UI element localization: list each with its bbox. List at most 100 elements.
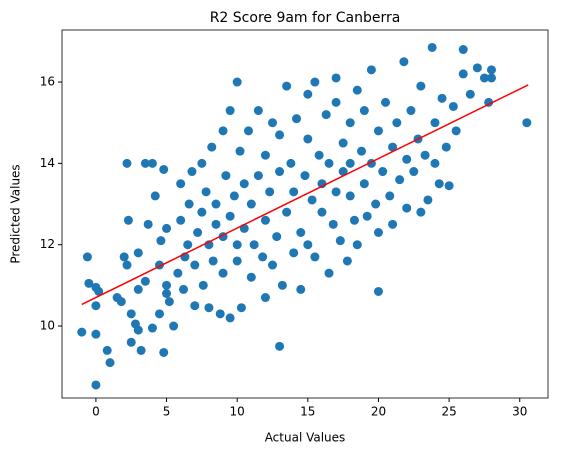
x-axis-label: Actual Values xyxy=(265,431,346,445)
scatter-point xyxy=(289,248,299,258)
scatter-point xyxy=(77,327,87,337)
scatter-point xyxy=(105,358,115,368)
scatter-point xyxy=(522,118,532,128)
scatter-point xyxy=(420,150,430,160)
scatter-point xyxy=(187,167,197,177)
scatter-point xyxy=(197,207,207,217)
scatter-point xyxy=(427,42,437,52)
scatter-point xyxy=(448,101,458,111)
scatter-point xyxy=(362,211,372,221)
scatter-point xyxy=(486,73,496,83)
scatter-point xyxy=(430,158,440,168)
scatter-point xyxy=(190,260,200,270)
scatter-point xyxy=(246,199,256,209)
scatter-point xyxy=(232,256,242,266)
scatter-point xyxy=(416,81,426,91)
scatter-point xyxy=(395,175,405,185)
scatter-point xyxy=(123,215,133,225)
scatter-point xyxy=(122,260,132,270)
scatter-point xyxy=(381,97,391,107)
scatter-point xyxy=(272,232,282,242)
scatter-point xyxy=(218,268,228,278)
scatter-point xyxy=(286,158,296,168)
scatter-point xyxy=(303,240,313,250)
scatter-point xyxy=(402,203,412,213)
scatter-point xyxy=(122,158,132,168)
scatter-point xyxy=(235,146,245,156)
scatter-point xyxy=(373,126,383,136)
scatter-point xyxy=(423,195,433,205)
scatter-point xyxy=(232,77,242,87)
scatter-point xyxy=(198,280,208,290)
scatter-point xyxy=(176,215,186,225)
scatter-point xyxy=(239,179,249,189)
scatter-point xyxy=(246,272,256,282)
scatter-point xyxy=(388,219,398,229)
scatter-point xyxy=(94,286,104,296)
scatter-point xyxy=(260,293,270,303)
scatter-point xyxy=(296,284,306,294)
scatter-point xyxy=(444,181,454,191)
scatter-point xyxy=(140,276,150,286)
scatter-point xyxy=(357,146,367,156)
scatter-point xyxy=(143,219,153,229)
scatter-point xyxy=(345,158,355,168)
x-tick-label: 30 xyxy=(512,405,527,419)
scatter-point xyxy=(434,179,444,189)
scatter-point xyxy=(300,171,310,181)
scatter-point xyxy=(225,313,235,323)
scatter-point xyxy=(232,240,242,250)
scatter-point xyxy=(162,288,172,298)
scatter-point xyxy=(296,228,306,238)
scatter-point xyxy=(253,106,263,116)
scatter-point xyxy=(373,286,383,296)
scatter-point xyxy=(402,154,412,164)
scatter-point xyxy=(116,297,126,307)
scatter-point xyxy=(282,81,292,91)
scatter-point xyxy=(352,240,362,250)
scatter-point xyxy=(150,191,160,201)
scatter-point xyxy=(289,187,299,197)
scatter-point xyxy=(331,73,341,83)
scatter-point xyxy=(243,126,253,136)
scatter-point xyxy=(176,179,186,189)
scatter-point xyxy=(162,223,172,233)
x-tick-label: 25 xyxy=(441,405,456,419)
scatter-point xyxy=(416,207,426,217)
scatter-point xyxy=(179,284,188,294)
scatter-point xyxy=(211,219,221,229)
scatter-point xyxy=(338,138,348,148)
chart-title: R2 Score 9am for Canberra xyxy=(210,10,401,26)
scatter-point xyxy=(342,256,352,266)
scatter-point xyxy=(154,309,164,319)
scatter-point xyxy=(229,191,239,201)
scatter-point xyxy=(91,329,101,339)
scatter-point xyxy=(126,337,136,347)
scatter-point xyxy=(399,57,409,67)
scatter-point xyxy=(275,130,285,140)
scatter-point xyxy=(136,345,146,355)
scatter-point xyxy=(388,142,398,152)
scatter-point xyxy=(260,215,270,225)
scatter-point xyxy=(472,63,482,73)
y-tick-label: 12 xyxy=(40,237,55,251)
x-tick-label: 0 xyxy=(92,405,100,419)
scatter-point xyxy=(338,167,348,177)
scatter-point xyxy=(159,347,169,357)
scatter-point xyxy=(359,179,369,189)
scatter-point xyxy=(147,323,157,333)
scatter-point xyxy=(437,93,447,103)
scatter-point xyxy=(140,158,150,168)
scatter-point xyxy=(314,150,324,160)
scatter-point xyxy=(275,341,285,351)
scatter-point xyxy=(183,240,193,250)
scatter-point xyxy=(211,199,221,209)
scatter-point xyxy=(208,256,218,266)
scatter-point xyxy=(236,303,246,313)
scatter-point xyxy=(102,345,112,355)
scatter-point xyxy=(310,77,320,87)
scatter-point xyxy=(275,167,285,177)
scatter-point xyxy=(84,278,94,288)
y-axis-label: Predicted Values xyxy=(9,164,23,263)
